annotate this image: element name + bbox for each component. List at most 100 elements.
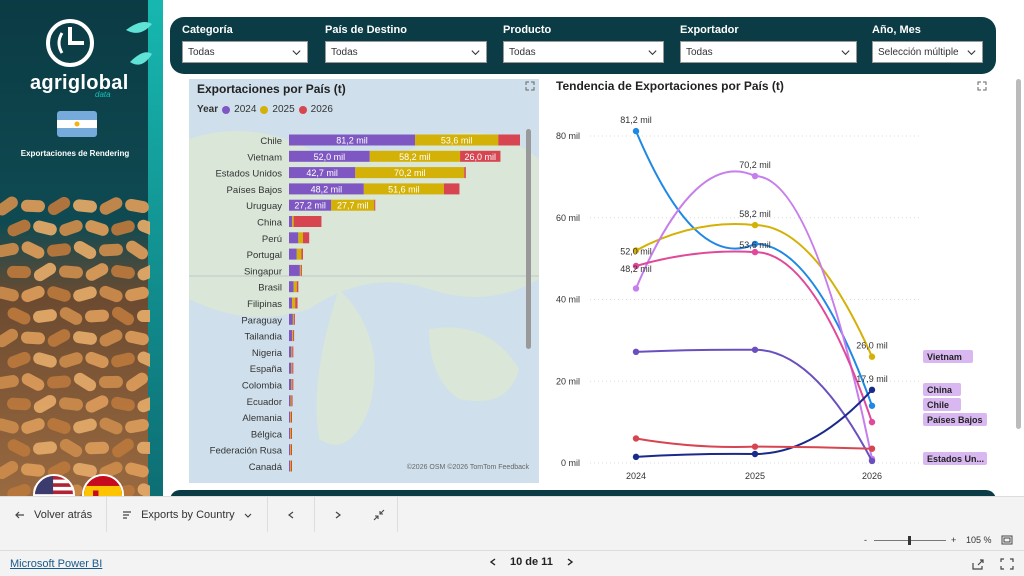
legend-swatch-2025 xyxy=(260,105,269,114)
pellet-shape xyxy=(99,197,123,215)
pellet-shape xyxy=(47,196,71,216)
pellet-shape xyxy=(21,373,45,391)
bar-segment-2025 xyxy=(290,411,291,423)
dropdown-value: Todas xyxy=(331,46,358,58)
list-icon xyxy=(123,510,132,519)
powerbi-link[interactable]: Microsoft Power BI xyxy=(10,558,103,570)
bar-segment-2024 xyxy=(289,297,293,309)
back-label: Volver atrás xyxy=(34,508,93,521)
pellet-shape xyxy=(85,395,109,413)
bar-data-label: 58,2 mil xyxy=(399,152,431,162)
pellet-shape xyxy=(73,286,97,302)
pellet-shape xyxy=(21,331,45,345)
pellet-shape xyxy=(21,463,45,477)
pellet-shape xyxy=(0,460,19,480)
series-point xyxy=(868,418,876,426)
page-menu-button[interactable]: Exports by Country xyxy=(107,496,268,533)
filter-pais: País de Destino Todas xyxy=(325,24,487,63)
prev-page-icon[interactable] xyxy=(488,557,498,567)
bar-category-label: Vietnam xyxy=(247,152,282,163)
pellet-shape xyxy=(59,265,83,279)
producto-dropdown[interactable]: Todas xyxy=(503,41,664,63)
bar-segment-2025 xyxy=(296,248,302,260)
pellet-shape xyxy=(33,220,57,236)
bar-category-label: Nigeria xyxy=(252,348,283,359)
bar-chart-visual: Exportaciones por País (t) Year 2024 202… xyxy=(189,79,539,483)
next-page-icon[interactable] xyxy=(565,557,575,567)
series-line-chile xyxy=(635,130,873,407)
pellet-shape xyxy=(85,263,109,281)
end-label-text: Chile xyxy=(927,400,949,410)
pellet-shape xyxy=(137,483,150,496)
bar-segment-2025 xyxy=(291,362,293,374)
pellet-shape xyxy=(73,462,97,478)
bar-segment-2026 xyxy=(293,216,322,227)
bar-segment-2026 xyxy=(291,427,292,439)
bar-segment-2024 xyxy=(289,460,290,472)
y-tick-label: 80 mil xyxy=(556,131,580,141)
line-chart-title: Tendencia de Exportaciones por País (t) xyxy=(556,79,784,93)
bar-segment-2024 xyxy=(289,346,292,358)
bar-category-label: Países Bajos xyxy=(227,185,283,196)
filter-label: Producto xyxy=(503,24,552,36)
share-icon[interactable] xyxy=(972,558,985,570)
pellet-shape xyxy=(0,375,19,389)
fit-page-icon[interactable] xyxy=(1001,535,1013,545)
page-scrollbar[interactable] xyxy=(1016,79,1021,429)
dropdown-value: Todas xyxy=(686,46,713,58)
bar-chart-legend: Year 2024 2025 2026 xyxy=(197,104,333,115)
series-point xyxy=(632,247,640,254)
expand-icon[interactable] xyxy=(977,81,987,91)
pellet-shape xyxy=(33,352,57,368)
zoom-in-button[interactable]: + xyxy=(951,535,957,545)
series-point xyxy=(632,285,640,292)
fullscreen-icon[interactable] xyxy=(1000,558,1014,570)
bar-segment-2024 xyxy=(289,264,300,276)
collapse-button[interactable] xyxy=(361,496,398,533)
dropdown-value: Selección múltiple xyxy=(878,46,959,58)
bar-segment-2024 xyxy=(289,167,356,179)
prev-page-button[interactable] xyxy=(268,496,315,533)
point-data-label: 58,2 mil xyxy=(739,209,771,219)
pais-destino-dropdown[interactable]: Todas xyxy=(325,41,487,63)
bar-chart-title: Exportaciones por País (t) xyxy=(197,82,346,96)
pellet-shape xyxy=(7,439,31,457)
pellet-shape xyxy=(111,352,135,368)
sidebar-accent-strip xyxy=(148,0,163,496)
legend-label-2025: 2025 xyxy=(272,104,295,115)
zoom-out-button[interactable]: - xyxy=(864,535,867,545)
zoom-slider-thumb[interactable] xyxy=(908,536,911,545)
series-point xyxy=(632,262,640,270)
bar-segment-2025 xyxy=(298,232,303,244)
anio-mes-dropdown[interactable]: Selección múltiple xyxy=(872,41,983,63)
expand-icon[interactable] xyxy=(525,81,535,91)
y-tick-label: 0 mil xyxy=(561,458,580,468)
back-button[interactable]: Volver atrás xyxy=(0,496,108,533)
bar-category-label: Ecuador xyxy=(247,397,282,408)
pellet-shape xyxy=(99,417,123,435)
pellet-shape xyxy=(99,285,123,303)
categoria-dropdown[interactable]: Todas xyxy=(182,41,308,63)
pellet-shape xyxy=(73,331,97,345)
bar-segment-2025 xyxy=(415,134,499,146)
collapse-icon xyxy=(373,509,385,520)
next-page-button[interactable] xyxy=(315,497,361,533)
pellet-shape xyxy=(0,418,19,434)
exportador-dropdown[interactable]: Todas xyxy=(680,41,857,63)
bar-segment-2024 xyxy=(289,248,297,260)
pellet-shape xyxy=(125,418,149,434)
bar-chart-scrollbar[interactable] xyxy=(526,129,531,349)
legend-swatch-2024 xyxy=(222,105,231,114)
bar-category-label: Filipinas xyxy=(247,299,282,310)
end-label-background xyxy=(923,452,987,465)
bar-segment-2026 xyxy=(443,183,460,195)
bar-category-label: Canadá xyxy=(249,462,283,473)
agriglobal-logo-icon xyxy=(46,19,94,67)
bar-category-label: Estados Unidos xyxy=(215,169,282,180)
bar-category-label: España xyxy=(250,364,283,375)
bar-category-label: Colombia xyxy=(242,381,283,392)
page-indicator: 10 de 11 xyxy=(510,556,553,568)
pellet-shape xyxy=(125,286,149,302)
legend-title: Year xyxy=(197,104,219,115)
x-tick-label: 2024 xyxy=(626,471,646,481)
